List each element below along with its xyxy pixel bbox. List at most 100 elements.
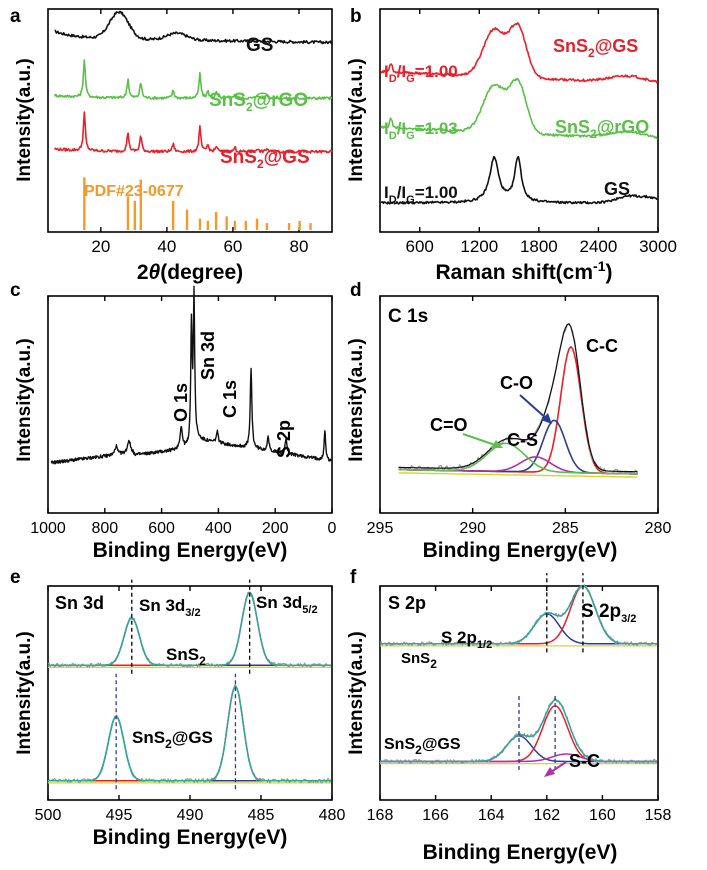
panel-d-axes: 295 290 285 280 — [367, 295, 671, 537]
x-tick-label: 285 — [552, 520, 579, 537]
y-axis-label: Intensity(a.u.) — [14, 338, 35, 462]
survey-spectrum — [50, 285, 332, 465]
x-axis-label: Binding Energy(eV) — [423, 539, 618, 562]
fit-envelope — [380, 584, 657, 645]
component-green — [398, 442, 638, 475]
x-tick-label: 162 — [533, 807, 560, 824]
component-label: C=O — [430, 415, 468, 435]
x-tick-label: 164 — [478, 807, 505, 824]
peak-label: S 2p1/2 — [441, 628, 492, 651]
series-line-green — [380, 77, 658, 140]
text-span: 1.00 — [425, 62, 458, 81]
fit-baseline — [398, 472, 638, 478]
text-span: SnS — [166, 645, 199, 664]
text-span: @GS — [172, 728, 213, 747]
component-label: C-C — [586, 336, 618, 356]
x-tick-label: 495 — [106, 807, 133, 824]
peak-label: O 1s — [171, 383, 191, 422]
panel-letter: e — [10, 567, 21, 588]
text-span: S 2p — [581, 601, 621, 622]
id-ig-ratio: ID/IG=1.00 — [384, 183, 458, 206]
plot-frame — [379, 8, 659, 233]
arrow-head — [491, 440, 503, 448]
series-line-black — [380, 155, 658, 205]
text-span: 2 — [588, 46, 595, 60]
series-label: SnS2@GS — [220, 147, 310, 171]
text-span: 2 — [246, 100, 253, 114]
y-axis-label: Intensity(a.u.) — [14, 58, 35, 182]
plot-frame — [379, 295, 659, 514]
x-tick-label: 1000 — [30, 520, 66, 537]
x-tick-label: 80 — [290, 237, 309, 256]
peak-label: C 1s — [220, 380, 240, 418]
panel-b-axes: 600 1200 1800 2400 3000 — [379, 8, 677, 256]
x-tick-label: 600 — [148, 520, 175, 537]
fit-envelope — [398, 323, 638, 473]
peak-label: S 2p — [274, 420, 294, 458]
text-span: SnS — [209, 90, 246, 111]
series-line-red — [54, 111, 333, 154]
series-label: SnS2@rGO — [209, 90, 308, 114]
fit-envelope — [380, 699, 657, 763]
y-axis-label: Intensity(a.u.) — [346, 58, 367, 182]
text-span: Sn 3d — [256, 593, 302, 612]
series-label: SnS2@GS — [132, 728, 213, 751]
text-span: 2 — [257, 157, 264, 171]
x-tick-label: 1200 — [460, 237, 498, 256]
x-axis-label: 2θ(degree) — [137, 261, 243, 284]
series-label: SnS2@GS — [384, 736, 461, 757]
text-span: 2 — [137, 261, 149, 284]
text-span: 2 — [415, 743, 422, 757]
id-ig-ratio: ID/IG=1.00 — [384, 62, 458, 85]
text-span: 2 — [199, 654, 206, 668]
text-span: 1.00 — [425, 183, 458, 202]
x-tick-label: 400 — [205, 520, 232, 537]
arrow-c-eq-o — [462, 433, 499, 447]
text-span: Raman shift(cm — [436, 261, 594, 284]
series-label: SnS2 — [166, 645, 206, 668]
text-span: G — [406, 130, 415, 142]
x-tick-label: 166 — [422, 807, 449, 824]
panel-letter: f — [350, 567, 357, 588]
x-tick-label: 160 — [589, 807, 616, 824]
text-span: SnS — [555, 117, 590, 137]
text-span: @rGO — [597, 117, 650, 137]
fit-envelope — [48, 685, 331, 782]
text-span: = — [415, 62, 425, 81]
component-label: C-O — [500, 373, 533, 393]
text-span: D — [389, 73, 397, 85]
text-span: Sn 3d — [139, 596, 185, 615]
x-axis-label: Raman shift(cm-1) — [436, 258, 613, 284]
y-axis-label: Intensity(a.u.) — [346, 338, 367, 462]
text-span: @GS — [595, 36, 639, 56]
x-tick-label: 158 — [645, 807, 672, 824]
x-tick-label: 200 — [262, 520, 289, 537]
panel-e-axes: 500 495 490 485 480 — [35, 585, 345, 824]
text-span: SnS — [384, 736, 415, 753]
text-span: GS — [246, 35, 273, 56]
series-line-green — [53, 59, 333, 101]
panel-letter: d — [350, 280, 362, 301]
plot-frame — [47, 295, 333, 514]
text-span: /I — [397, 119, 406, 138]
peak-label: Sn 3d3/2 — [139, 596, 201, 619]
text-span: 3/2 — [185, 607, 200, 619]
text-span: /I — [397, 62, 406, 81]
text-span: G — [406, 194, 415, 206]
text-span: (degree) — [160, 261, 243, 284]
panel-title: C 1s — [388, 306, 428, 327]
x-tick-label: 20 — [91, 237, 110, 256]
panel-c-axes: 1000 800 600 400 200 0 — [30, 295, 337, 537]
x-tick-label: 500 — [35, 807, 62, 824]
text-span: 2 — [590, 127, 597, 141]
panel-title: Sn 3d — [55, 593, 104, 613]
text-span: GS — [604, 179, 630, 199]
text-span: S 2p — [441, 628, 477, 647]
plot-frame — [379, 585, 659, 801]
panel-letter: b — [350, 6, 362, 27]
x-tick-label: 60 — [223, 237, 242, 256]
panel-f-axes: 168 166 164 162 160 158 — [367, 585, 672, 824]
series-label: SnS2 — [401, 650, 437, 671]
text-span: 1/2 — [477, 639, 492, 651]
